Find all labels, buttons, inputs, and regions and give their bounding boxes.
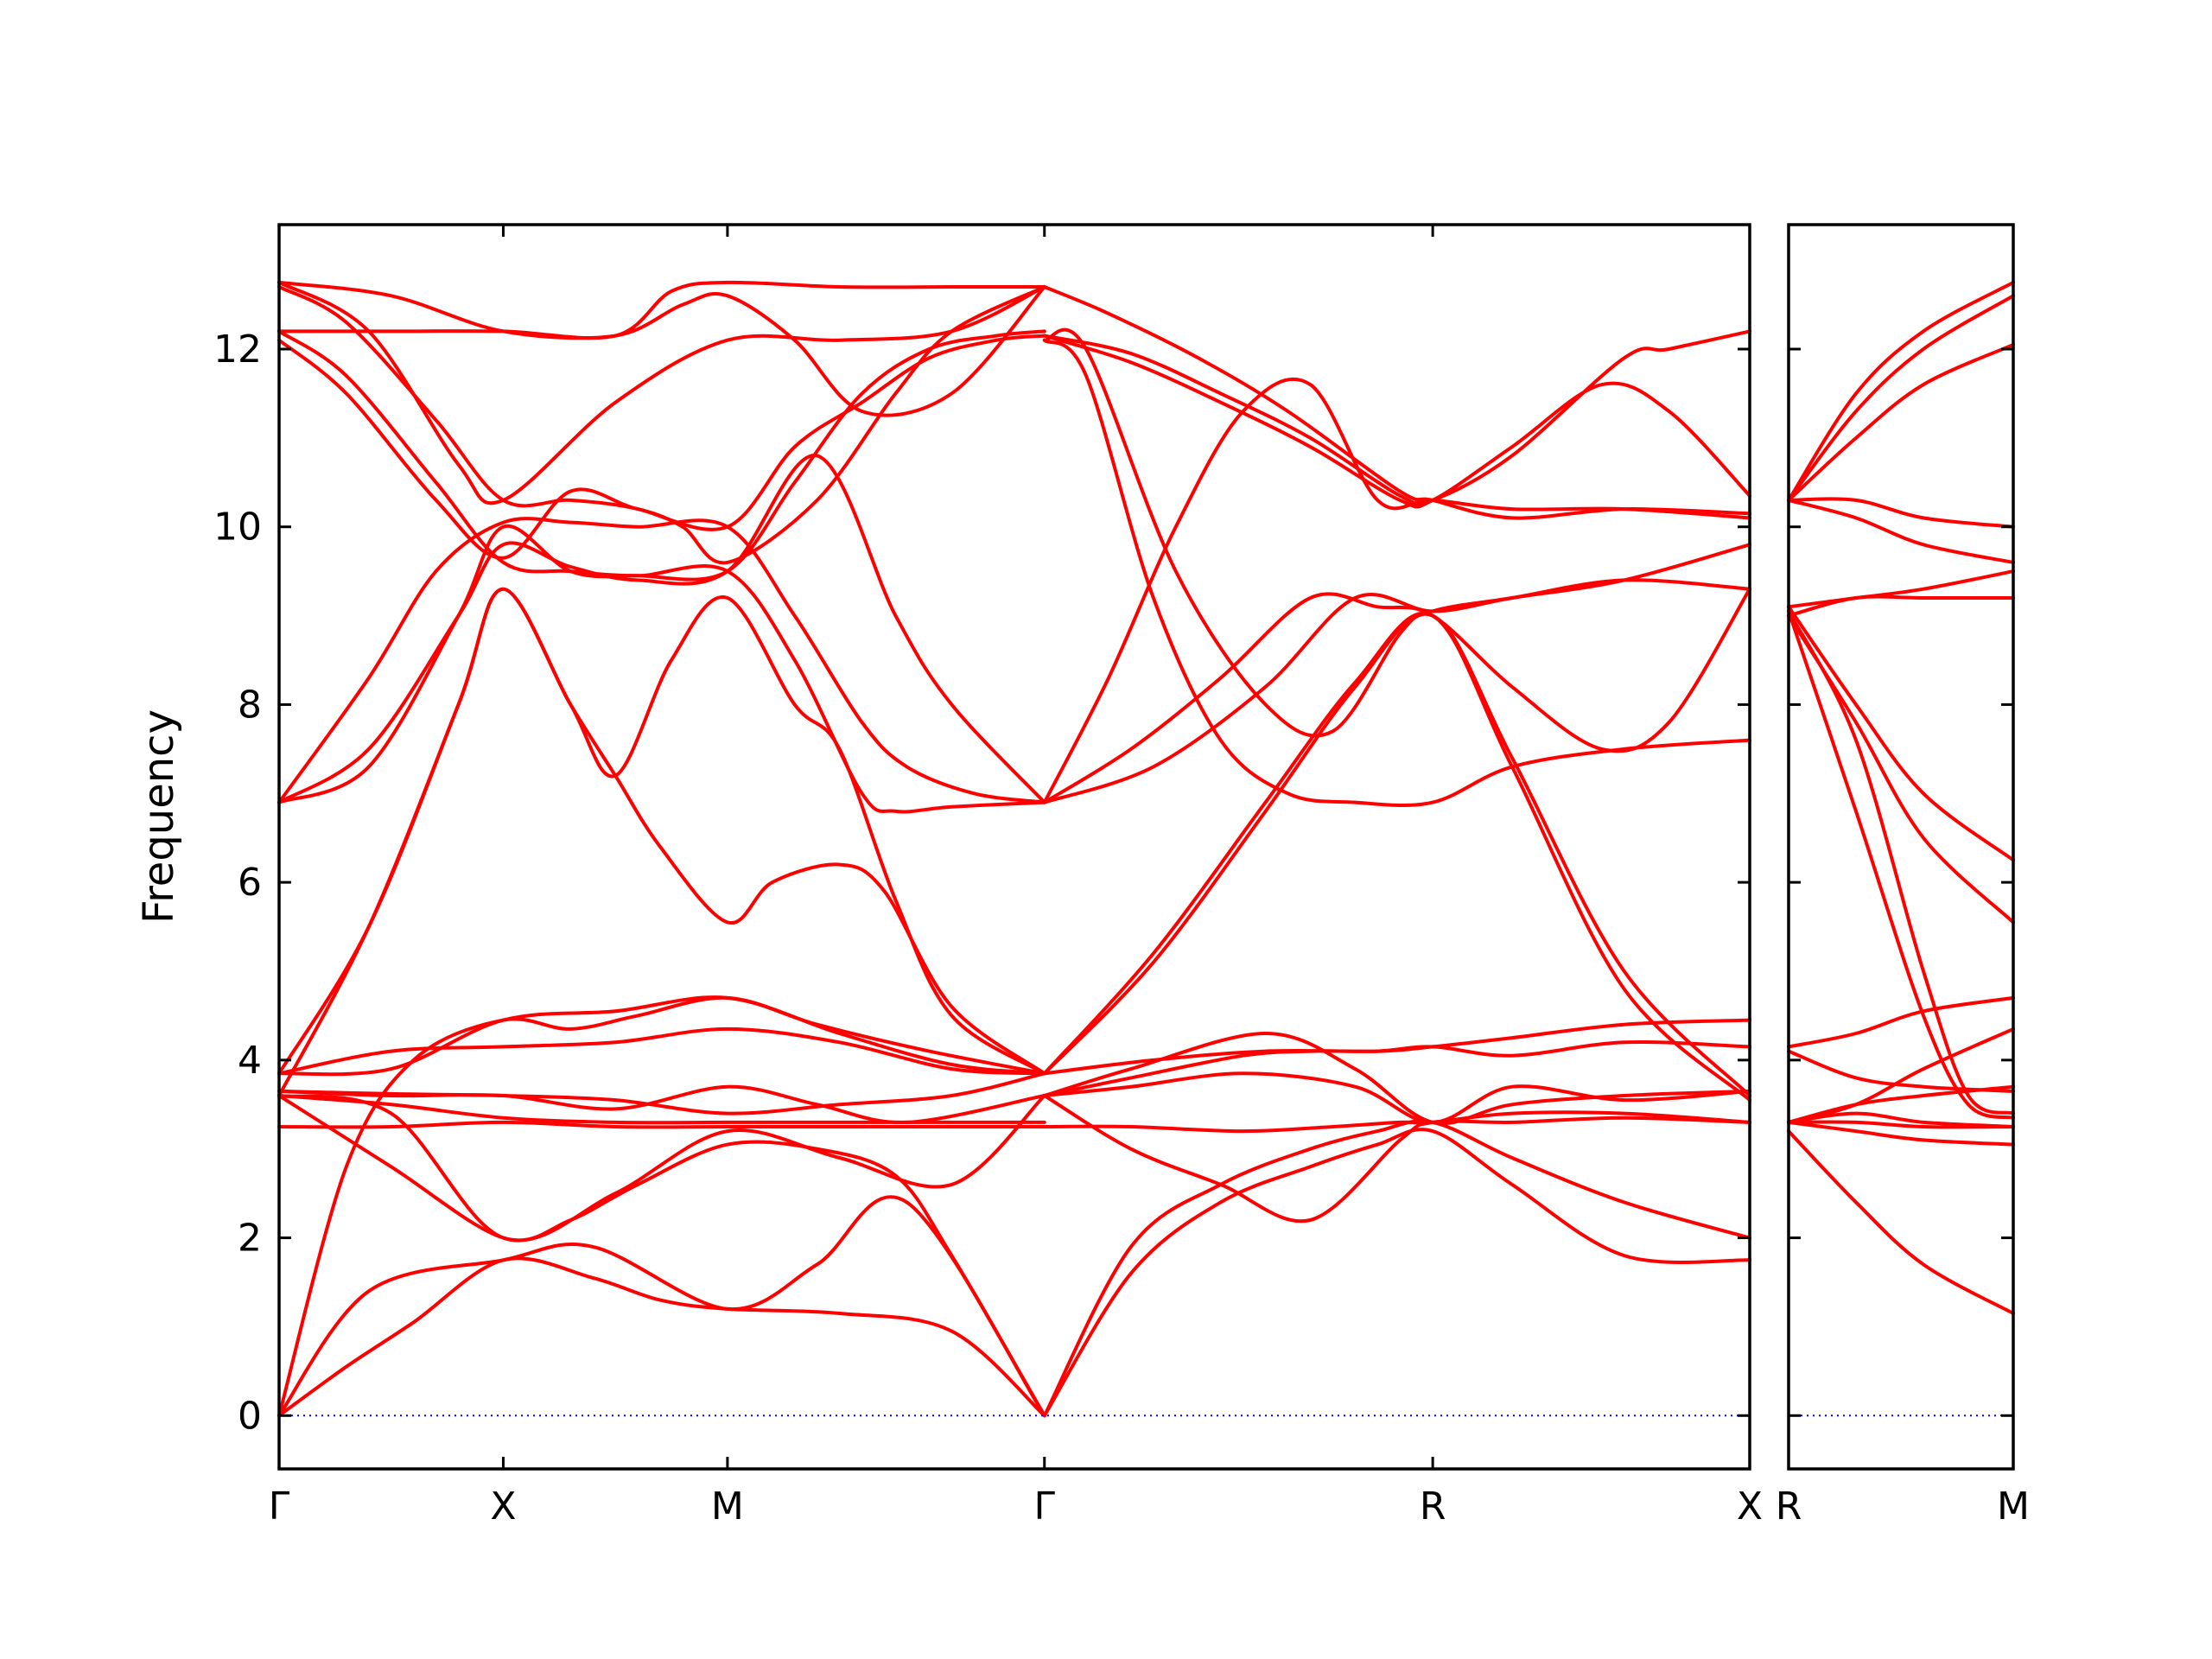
- band-line-0-21: [277, 280, 1046, 505]
- plot-frame: [1787, 223, 2015, 1471]
- band-line-0-15: [277, 517, 1046, 804]
- band-line-0-14: [277, 524, 1046, 814]
- band-line-1-16: [1787, 342, 2015, 502]
- x-tick-label-R: R: [1420, 1484, 1446, 1529]
- band-line-1-10: [1787, 613, 2015, 925]
- band-line-0-7: [277, 1084, 1046, 1124]
- band-line-0-19: [277, 280, 1046, 417]
- band-line-0-34: [1042, 327, 1751, 738]
- y-tick-label: 6: [238, 861, 262, 905]
- band-line-0-4: [277, 1094, 1046, 1243]
- band-line-0-10: [277, 995, 1046, 1077]
- band-line-0-24: [1042, 1094, 1751, 1224]
- band-line-0-20: [277, 280, 1046, 340]
- band-line-0-33: [1042, 587, 1751, 804]
- band-line-0-2: [277, 995, 1046, 1418]
- band-line-0-12: [277, 587, 1046, 1097]
- band-line-0-28: [1042, 1032, 1751, 1126]
- x-tick-label-M: M: [711, 1484, 744, 1529]
- band-line-0-29: [1042, 1018, 1751, 1076]
- band-line-0-39: [1042, 285, 1751, 520]
- x-tick-label-R: R: [1776, 1484, 1802, 1529]
- x-tick-label-M: M: [1997, 1484, 2030, 1529]
- band-line-0-38: [1042, 334, 1751, 509]
- x-tick-label-Γ: Γ: [269, 1484, 290, 1529]
- y-tick-label: 12: [213, 327, 262, 372]
- panel-main: 0 2 4 6 8 10 12 Γ X M Γ R X: [213, 223, 1763, 1529]
- band-line-1-0: [1787, 1129, 2015, 1315]
- band-line-1-15: [1787, 497, 2015, 529]
- y-tick-label: 0: [238, 1394, 262, 1438]
- y-axis-label: Frequency: [135, 709, 183, 924]
- band-line-0-11: [277, 587, 1046, 1076]
- band-line-0-22: [1042, 1128, 1751, 1418]
- y-tick-label: 4: [238, 1039, 262, 1083]
- y-tick-label: 8: [238, 683, 262, 727]
- band-line-0-6: [277, 1094, 1046, 1125]
- plot-frame: [277, 223, 1751, 1471]
- band-line-0-3: [277, 1094, 1046, 1418]
- x-tick-label-Γ: Γ: [1034, 1484, 1056, 1529]
- band-line-0-5: [277, 1120, 1046, 1129]
- band-line-0-13: [277, 454, 1046, 804]
- band-line-1-13: [1787, 569, 2015, 609]
- x-tick-label-X: X: [1737, 1484, 1763, 1529]
- band-line-0-23: [1042, 1119, 1751, 1418]
- band-line-0-35: [1042, 338, 1751, 808]
- band-line-0-9: [277, 1027, 1046, 1076]
- band-line-1-11: [1787, 605, 2015, 862]
- y-tick-label: 10: [213, 505, 262, 550]
- band-line-0-18: [277, 285, 1046, 565]
- band-line-1-14: [1787, 498, 2015, 564]
- band-line-0-37: [1042, 329, 1751, 506]
- band-line-1-5: [1787, 1049, 2015, 1093]
- band-line-1-6: [1787, 1027, 2015, 1124]
- band-line-0-26: [1042, 1071, 1751, 1124]
- band-line-1-8: [1787, 609, 2015, 1120]
- band-line-0-8: [277, 1071, 1046, 1116]
- band-line-0-0: [277, 1256, 1046, 1418]
- band-line-0-32: [1042, 578, 1751, 804]
- band-line-0-1: [277, 1195, 1046, 1418]
- band-line-1-7: [1787, 995, 2015, 1049]
- band-line-1-17: [1787, 294, 2015, 502]
- band-line-1-12: [1787, 594, 2015, 618]
- band-line-0-25: [1042, 1110, 1751, 1134]
- band-line-0-31: [1042, 611, 1751, 1103]
- band-line-0-16: [277, 329, 1046, 582]
- y-tick-label: 2: [238, 1217, 262, 1261]
- band-line-1-18: [1787, 280, 2015, 502]
- band-line-1-9: [1787, 609, 2015, 1116]
- band-line-1-1: [1787, 1120, 2015, 1147]
- band-line-0-36: [1042, 377, 1751, 804]
- band-line-1-3: [1787, 1111, 2015, 1128]
- x-tick-label-X: X: [490, 1484, 516, 1529]
